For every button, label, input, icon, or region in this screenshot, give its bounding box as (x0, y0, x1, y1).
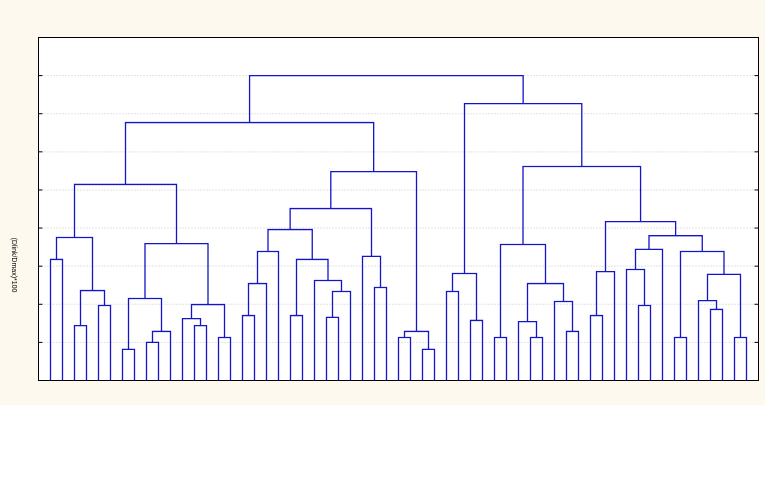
dendrogram-link (673, 336, 688, 381)
dendrogram-link (706, 273, 742, 338)
dendrogram-link (493, 336, 508, 381)
dendrogram-link (553, 300, 574, 381)
dendrogram-link (289, 314, 304, 381)
dendrogram-link (604, 221, 677, 272)
dendrogram-link (463, 103, 583, 274)
y-axis-label: (Dlink/Dmax)*100 (10, 238, 17, 293)
dendrogram-link (145, 341, 160, 381)
dendrogram-link (127, 297, 163, 350)
dendrogram-link (589, 314, 604, 381)
dendrogram-link (248, 74, 524, 123)
dendrogram-link (499, 243, 547, 338)
dendrogram-link (79, 289, 106, 326)
dendrogram-link (397, 336, 412, 381)
dendrogram-link (373, 286, 388, 381)
dendrogram-link (634, 248, 664, 381)
dendrogram-link (241, 314, 256, 381)
dendrogram-link (151, 330, 172, 381)
dendrogram-link (289, 207, 373, 257)
dendrogram-link (529, 336, 544, 381)
dendrogram-link (733, 336, 748, 381)
dendrogram-link (217, 336, 232, 381)
dendrogram-link (190, 303, 226, 338)
dendrogram-link (565, 330, 580, 381)
dendrogram-link (595, 271, 616, 381)
dendrogram-link (648, 235, 703, 252)
dendrogram-link (403, 330, 430, 350)
dendrogram-link (181, 317, 202, 381)
dendrogram-link (709, 308, 724, 381)
dendrogram-link (144, 242, 209, 305)
dendrogram-link (469, 319, 484, 381)
